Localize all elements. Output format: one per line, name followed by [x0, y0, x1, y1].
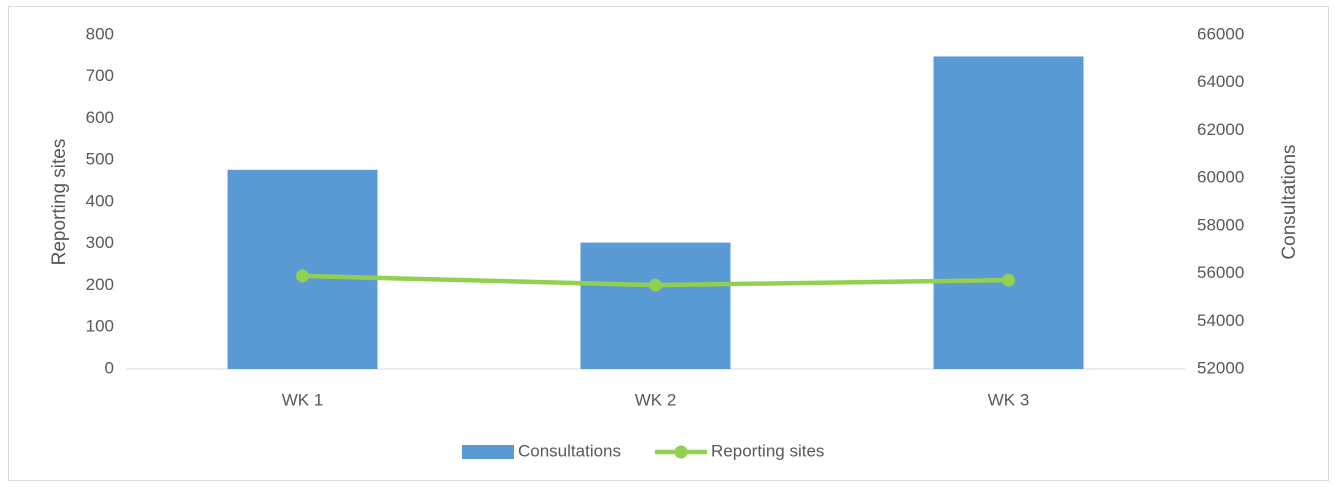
bar [933, 56, 1084, 369]
legend-label: Reporting sites [711, 441, 824, 460]
y2-tick-label: 58000 [1197, 215, 1244, 234]
y-tick-label: 100 [86, 317, 114, 336]
x-tick-label: WK 1 [282, 390, 324, 409]
y-tick-label: 0 [105, 358, 114, 377]
bar [227, 169, 378, 369]
y-tick-label: 600 [86, 108, 114, 127]
bar [580, 242, 731, 369]
legend-label: Consultations [518, 441, 621, 460]
y2-axis-title: Consultations [1279, 144, 1300, 259]
y2-tick-label: 56000 [1197, 263, 1244, 282]
y-axis-title: Reporting sites [49, 139, 70, 266]
y-tick-label: 800 [86, 24, 114, 43]
line-marker [649, 278, 662, 292]
legend-swatch [462, 445, 514, 459]
x-tick-label: WK 2 [635, 390, 677, 409]
legend-marker [674, 445, 688, 459]
y-tick-label: 300 [86, 233, 114, 252]
y2-tick-label: 60000 [1197, 168, 1244, 187]
y-tick-label: 700 [86, 66, 114, 85]
y2-tick-label: 52000 [1197, 358, 1244, 377]
line-marker [1002, 273, 1015, 287]
y-tick-label: 400 [86, 191, 114, 210]
y2-tick-label: 66000 [1197, 24, 1244, 43]
y2-tick-label: 62000 [1197, 120, 1244, 139]
y-tick-label: 200 [86, 275, 114, 294]
y2-tick-label: 54000 [1197, 311, 1244, 330]
line-marker [296, 269, 309, 283]
y-tick-label: 500 [86, 150, 114, 169]
x-tick-label: WK 3 [988, 390, 1030, 409]
y2-tick-label: 64000 [1197, 72, 1244, 91]
